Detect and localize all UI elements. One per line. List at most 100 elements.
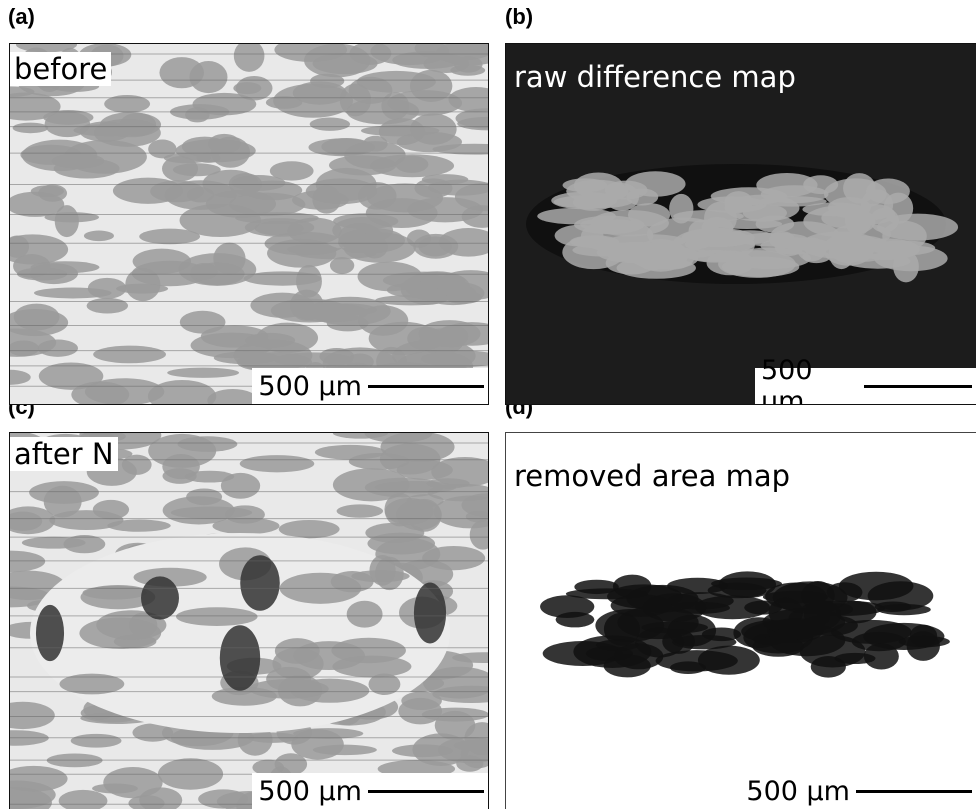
texture-blob [273, 84, 353, 118]
texture-blob [422, 174, 468, 185]
texture-blob [36, 605, 64, 661]
texture-blob [212, 518, 279, 535]
texture-blob [773, 581, 848, 613]
texture-blob [240, 555, 280, 611]
texture-blob [724, 191, 752, 213]
scale-line [864, 385, 972, 388]
texture-blob [233, 340, 312, 372]
texture-blob [59, 790, 108, 809]
micrograph: raw difference map 500 µm [505, 43, 976, 405]
scale-bar: 500 µm [252, 773, 488, 809]
texture-blob [279, 520, 340, 538]
binary-map: removed area map 500 µm [505, 432, 976, 809]
texture-blob [422, 546, 485, 570]
texture-blob [44, 486, 82, 518]
scale-bar: 500 µm [740, 773, 976, 809]
texture-blob [71, 734, 122, 748]
texture-blob [574, 173, 623, 199]
texture-blob [176, 607, 258, 626]
texture-blob [87, 298, 128, 314]
texture-blob [343, 232, 415, 263]
texture-blob [370, 154, 454, 177]
texture-blob [92, 783, 138, 793]
texture-blob [367, 533, 435, 555]
texture-blob [14, 304, 60, 331]
texture-blob [233, 82, 261, 94]
texture-blob [240, 455, 315, 472]
texture-blob [272, 648, 323, 680]
texture-blob [753, 636, 804, 656]
texture [10, 433, 489, 809]
texture-blob [803, 175, 838, 194]
texture-blob [614, 643, 663, 669]
caption: before [10, 52, 111, 86]
texture-blob [164, 153, 211, 163]
texture-blob [221, 473, 260, 499]
texture-blob [358, 262, 423, 292]
texture-blob [347, 601, 383, 628]
texture-blob [756, 215, 795, 232]
texture-blob [422, 708, 489, 722]
texture-blob [758, 196, 826, 207]
texture-blob [450, 65, 485, 76]
texture-blob [13, 123, 49, 134]
texture-blob [39, 362, 103, 389]
texture-blob [877, 604, 931, 615]
texture-blob [863, 623, 944, 650]
texture-blob [310, 74, 344, 88]
texture-blob [333, 468, 410, 501]
texture-blob [94, 119, 161, 147]
texture-blob [45, 111, 91, 137]
texture-blob [707, 250, 755, 275]
texture-blob [626, 188, 658, 205]
texture-blob [833, 223, 891, 245]
texture-blob [839, 572, 914, 601]
texture-blob [141, 576, 179, 619]
texture-blob [669, 602, 730, 614]
texture [506, 44, 976, 405]
scale-label: 500 µm [761, 355, 858, 405]
texture-blob [84, 231, 114, 242]
texture-blob [234, 44, 265, 72]
figure: (a) (b) (c) (d) before 500 µm raw differ… [0, 0, 976, 809]
texture-blob [294, 303, 368, 322]
texture-blob [191, 263, 218, 280]
texture-blob [125, 268, 160, 301]
texture-blob [672, 635, 736, 649]
texture-blob [407, 327, 443, 350]
texture-blob [64, 535, 106, 553]
texture-blob [208, 134, 241, 154]
texture-blob [10, 370, 31, 385]
texture-blob [556, 612, 595, 628]
texture-blob [167, 368, 239, 378]
texture-blob [186, 488, 222, 505]
texture-blob [414, 583, 446, 644]
texture-blob [711, 577, 782, 590]
texture-blob [349, 453, 410, 470]
scale-bar: 500 µm [252, 368, 488, 404]
scale-line [856, 790, 972, 793]
caption: after N [10, 437, 118, 471]
texture-blob [570, 235, 619, 248]
texture-blob [346, 98, 419, 124]
scale-label: 500 µm [258, 776, 362, 807]
texture-blob [180, 311, 226, 334]
texture-blob [332, 656, 411, 678]
scale-label: 500 µm [746, 776, 850, 807]
texture-blob [10, 702, 55, 729]
texture-blob [159, 57, 204, 88]
texture-blob [647, 217, 722, 250]
texture-blob [296, 265, 322, 298]
texture-blob [369, 555, 395, 586]
texture-blob [407, 499, 441, 532]
texture-blob [724, 230, 776, 244]
texture-blob [178, 436, 238, 452]
texture-blob [832, 243, 864, 263]
texture-blob [10, 551, 45, 573]
texture-blob [54, 158, 120, 178]
texture-blob [337, 504, 383, 517]
texture-blob [220, 625, 260, 691]
texture-blob [304, 44, 370, 77]
texture-blob [185, 107, 209, 122]
texture-blob [93, 346, 166, 364]
